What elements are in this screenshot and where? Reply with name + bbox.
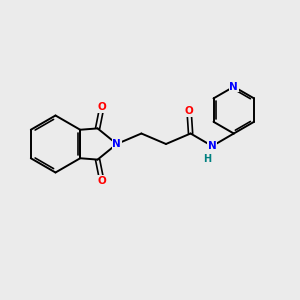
Text: N: N xyxy=(112,139,121,149)
Text: O: O xyxy=(98,102,106,112)
Text: O: O xyxy=(185,106,194,116)
Text: N: N xyxy=(208,141,217,151)
Text: O: O xyxy=(98,176,106,186)
Text: N: N xyxy=(230,82,238,92)
Text: H: H xyxy=(203,154,211,164)
